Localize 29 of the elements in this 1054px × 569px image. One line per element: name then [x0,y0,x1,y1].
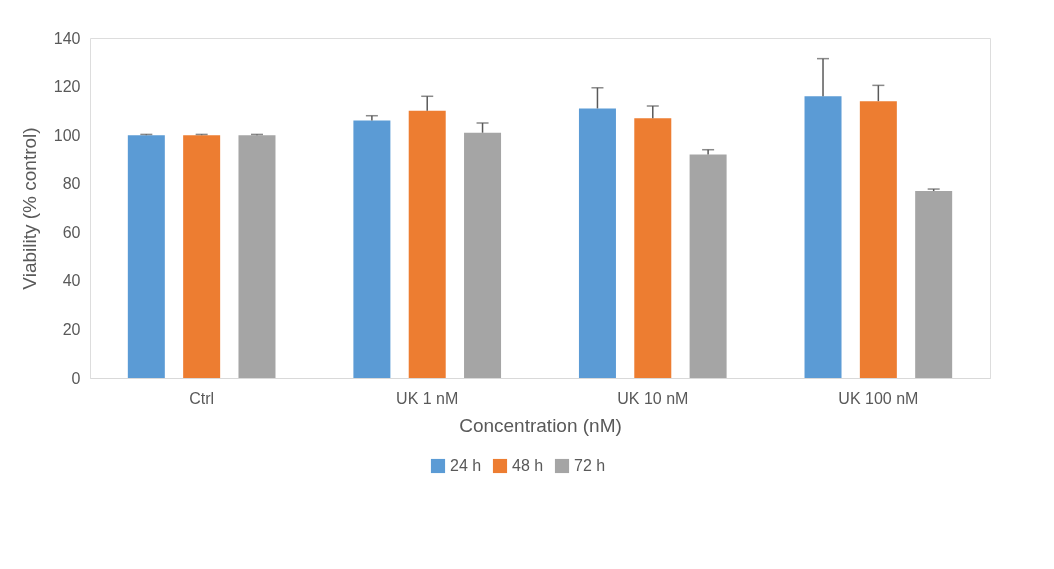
bar [238,135,276,378]
x-tick-label: UK 100 nM [838,389,919,407]
x-tick-label: Ctrl [189,389,215,407]
bar [634,118,672,378]
y-tick-label: 20 [62,320,81,338]
legend-label: 24 h [450,457,482,474]
bar [464,132,502,378]
y-tick-label: 140 [53,29,81,47]
y-tick-label: 120 [53,78,81,96]
x-tick-label: UK 1 nM [396,389,459,407]
bar [689,154,727,378]
legend-label: 48 h [512,457,544,474]
x-axis-title: Concentration (nM) [459,414,622,436]
y-tick-label: 100 [53,126,81,144]
x-tick-label: UK 10 nM [617,389,689,407]
y-tick-label: 80 [62,175,81,193]
y-axis-title: Viability (% control) [18,127,40,290]
legend-label: 72 h [574,457,606,474]
bar [915,191,953,378]
y-tick-label: 0 [71,369,81,387]
bar [183,135,221,378]
y-tick-label: 60 [62,223,81,241]
y-tick-label: 40 [62,272,81,290]
bar [804,96,842,378]
bar [353,120,391,378]
bar [859,101,897,378]
bar [127,135,165,378]
bar [578,108,616,378]
bar [408,110,446,378]
